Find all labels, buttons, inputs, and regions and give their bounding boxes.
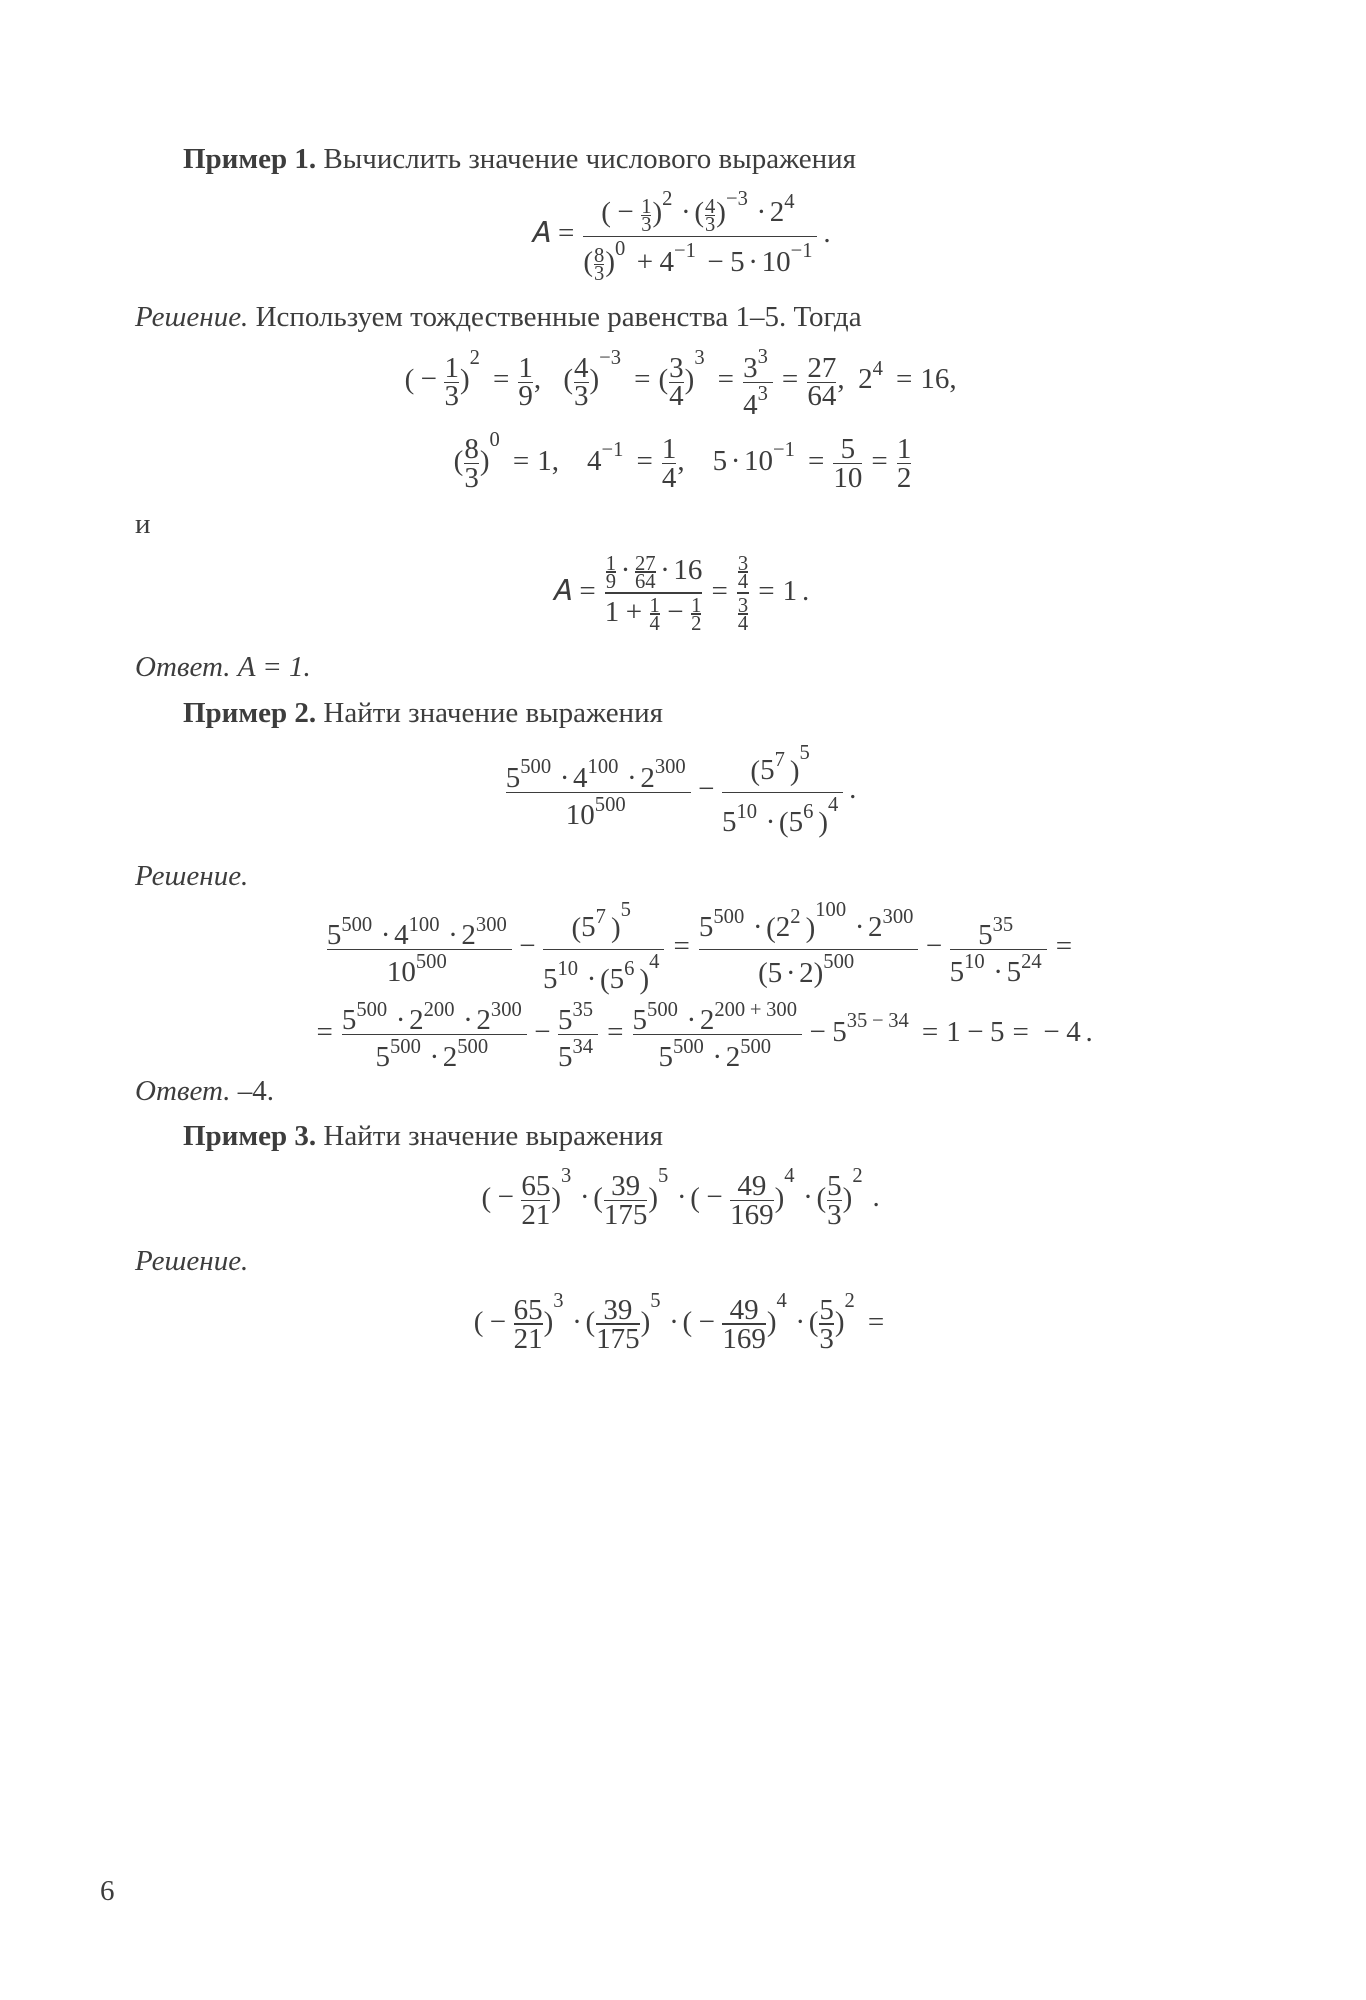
example-3-step1: (−6521)3 ∙ (39175)5 ∙ (−49169)4 ∙ (53)2 … <box>135 1293 1231 1348</box>
example-3-heading: Пример 3. Найти значение выражения <box>135 1117 1231 1156</box>
solution-text-1: Используем тождественные равенства 1–5. … <box>248 301 861 333</box>
example-2-step1: 5500∙4100∙2300 10500 − (57)5 510∙(56)4 =… <box>175 902 1231 996</box>
example-1-label: Пример 1. <box>183 143 316 175</box>
example-3-label: Пример 3. <box>183 1120 316 1152</box>
example-1-answer: Ответ. A = 1. <box>135 648 1231 687</box>
example-3-expression: (−6521)3 ∙ (39175)5 ∙ (−49169)4 ∙ (53)2 … <box>135 1168 1231 1223</box>
example-1-final: A= 19∙2764∙16 1+14−12 = 34 34 =1. <box>135 556 1231 630</box>
example-2-prompt: Найти значение выражения <box>316 697 663 729</box>
example-3-prompt: Найти значение выражения <box>316 1120 663 1152</box>
example-1-step1: (−13)2 =19, (43)−3 = (34)3 = 3343 = 2764… <box>135 349 1231 413</box>
answer-value-1: A = 1. <box>238 651 311 683</box>
example-2-label: Пример 2. <box>183 697 316 729</box>
example-1-expression: A= (−13) 2 ∙ (43) −3 ∙ 24 <box>135 191 1231 280</box>
answer-label-2: Ответ. <box>135 1075 231 1107</box>
example-2-expression: 5500∙4100∙2300 10500 − (57)5 510∙(56)4 . <box>135 745 1231 839</box>
example-1-prompt: Вычислить значение числового выражения <box>316 143 856 175</box>
page-number: 6 <box>100 1875 115 1908</box>
page-content: Пример 1. Вычислить значение числового в… <box>0 0 1366 1446</box>
solution-label-2: Решение. <box>135 857 1231 896</box>
solution-label-3: Решение. <box>135 1242 1231 1281</box>
example-2-answer: Ответ. –4. <box>135 1072 1231 1111</box>
example-2-heading: Пример 2. Найти значение выражения <box>135 694 1231 733</box>
example-1-heading: Пример 1. Вычислить значение числового в… <box>135 140 1231 179</box>
example-1-step2: (83)0 =1, 4−1 =14, 5∙10−1 =510 =12 <box>135 432 1231 487</box>
solution-label-1: Решение. <box>135 301 248 333</box>
connector-and: и <box>135 505 1231 544</box>
answer-value-2: –4. <box>231 1075 275 1107</box>
example-2-step2: = 5500∙2200∙2300 5500∙2500 − 535534 = 55… <box>175 1002 1231 1066</box>
example-1-solution-line: Решение. Используем тождественные равенс… <box>135 298 1231 337</box>
answer-label-1: Ответ. <box>135 651 231 683</box>
